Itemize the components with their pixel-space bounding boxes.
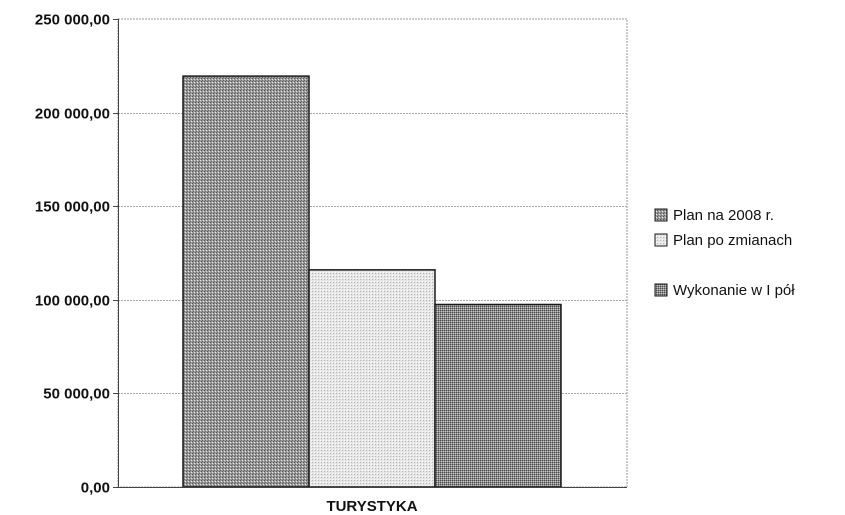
y-tick-label: 50 000,00 [43, 386, 110, 403]
x-category-label: TURYSTYKA [326, 498, 417, 515]
x-axis: TURYSTYKA [118, 487, 627, 515]
bars [182, 75, 562, 488]
y-tick-label: 100 000,00 [35, 293, 110, 310]
y-tick-label: 150 000,00 [35, 199, 110, 216]
legend-label: Wykonanie w I pół [673, 282, 795, 299]
legend: Plan na 2008 r. Plan po zmianach Wykonanie… [654, 207, 795, 299]
bar-2 [308, 269, 436, 488]
y-tick-label: 200 000,00 [35, 106, 110, 123]
y-tick-label: 0,00 [81, 480, 110, 497]
legend-label: Plan po zmianach [673, 232, 792, 249]
y-tick-label: 250 000,00 [35, 12, 110, 29]
y-axis: 0,00 50 000,00 100 000,00 150 000,00 200 000… [35, 12, 119, 497]
legend-swatch [654, 233, 668, 247]
legend-swatch [654, 283, 668, 297]
legend-label: Plan na 2008 r. [673, 207, 774, 224]
bar-3 [434, 303, 562, 488]
legend-swatch [654, 208, 668, 222]
bar-1 [182, 75, 310, 488]
